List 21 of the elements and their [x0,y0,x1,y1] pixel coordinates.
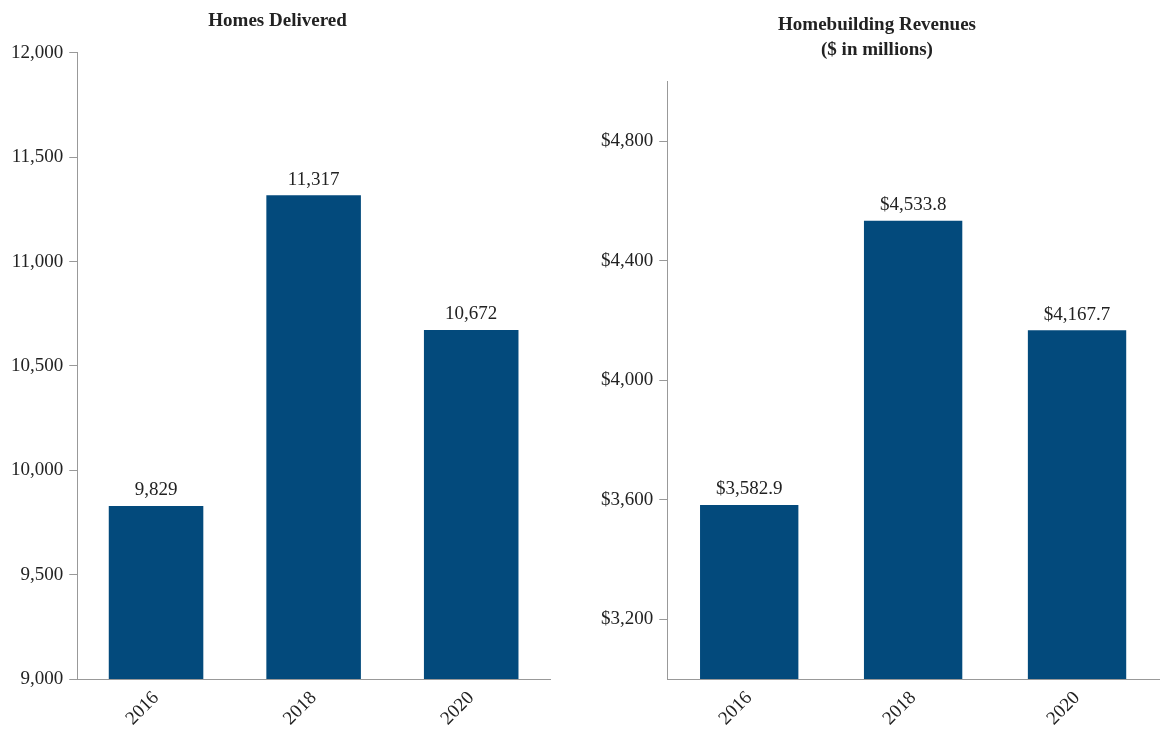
data-label: $4,167.7 [1043,302,1111,324]
data-label: 10,672 [445,302,498,324]
data-label: 11,317 [287,167,340,189]
chart-title: Homes Delivered [208,9,348,31]
y-tick-label: 10,000 [11,458,64,480]
data-label: $3,582.9 [715,477,783,499]
y-tick-label: 10,500 [11,353,64,375]
y-tick-label: $4,000 [601,368,654,390]
y-tick-label: 9,500 [20,562,64,584]
y-tick-label: 11,500 [11,145,64,167]
y-tick-label: $3,600 [601,487,654,509]
y-tick-label: 9,000 [20,666,64,688]
data-label: $4,533.8 [879,193,947,215]
y-tick-label: 11,000 [11,249,64,271]
chart-title: Homebuilding Revenues [778,13,976,35]
data-label: 9,829 [134,478,178,500]
y-tick-label: 12,000 [11,40,64,62]
y-tick-label: $4,400 [601,248,654,270]
chart-subtitle: ($ in millions) [821,38,933,61]
y-tick-label: $3,200 [601,607,654,629]
y-tick-label: $4,800 [601,129,654,151]
